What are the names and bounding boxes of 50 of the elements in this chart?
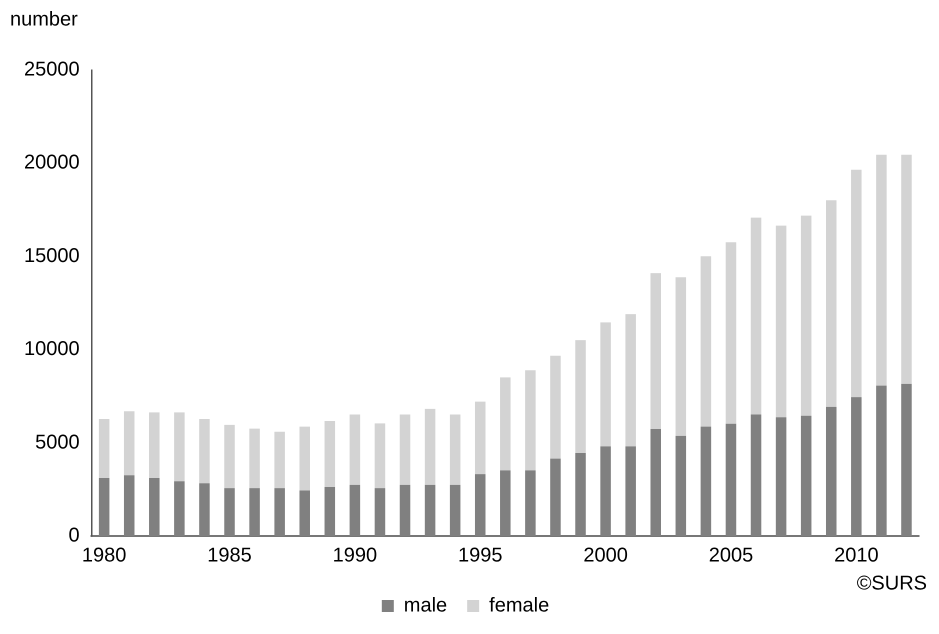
bar [750,218,762,414]
y-tick-label: 25000 [24,58,80,81]
x-tick-label: 1985 [207,544,252,567]
x-tick-label: 2005 [708,544,754,567]
bar [174,412,185,482]
x-tick-label: 2000 [583,544,628,567]
y-tick-label: 20000 [24,152,80,174]
bar [826,200,837,407]
y-tick-label: 5000 [35,431,80,454]
x-tick-label: 1990 [332,544,378,567]
bar [474,402,486,474]
bar [876,154,887,386]
bar [324,420,336,487]
x-tick-label: 1995 [458,544,502,567]
bar [575,340,586,454]
legend-label: female [489,594,550,617]
bar [350,414,360,485]
bar [199,418,210,484]
bar [700,256,712,427]
bar [249,428,260,488]
y-tick-label: 10000 [24,338,80,360]
bar [124,411,134,476]
bar [650,273,662,430]
bar [600,322,611,446]
y-axis-title: number [10,8,78,31]
bar [274,432,285,488]
bar [800,216,812,416]
bar [550,356,561,459]
bar [901,154,912,384]
y-tick-label: 0 [68,524,80,547]
bar [224,424,235,488]
legend-label: male [404,594,448,617]
bar [98,418,110,478]
bar [625,314,636,446]
bar [299,426,310,491]
bar [500,377,511,470]
bar [149,412,160,478]
text: ©SURS [856,572,927,595]
bar [851,170,862,398]
bar [726,242,736,424]
bar [374,423,386,488]
x-tick-label: 2010 [834,544,879,567]
bar [776,226,786,418]
bar [450,414,460,485]
x-tick-label: 1980 [82,544,126,567]
bar [424,408,436,485]
bar [525,370,536,470]
bar [400,414,410,485]
bar [676,277,686,436]
y-tick-label: 15000 [24,244,80,267]
